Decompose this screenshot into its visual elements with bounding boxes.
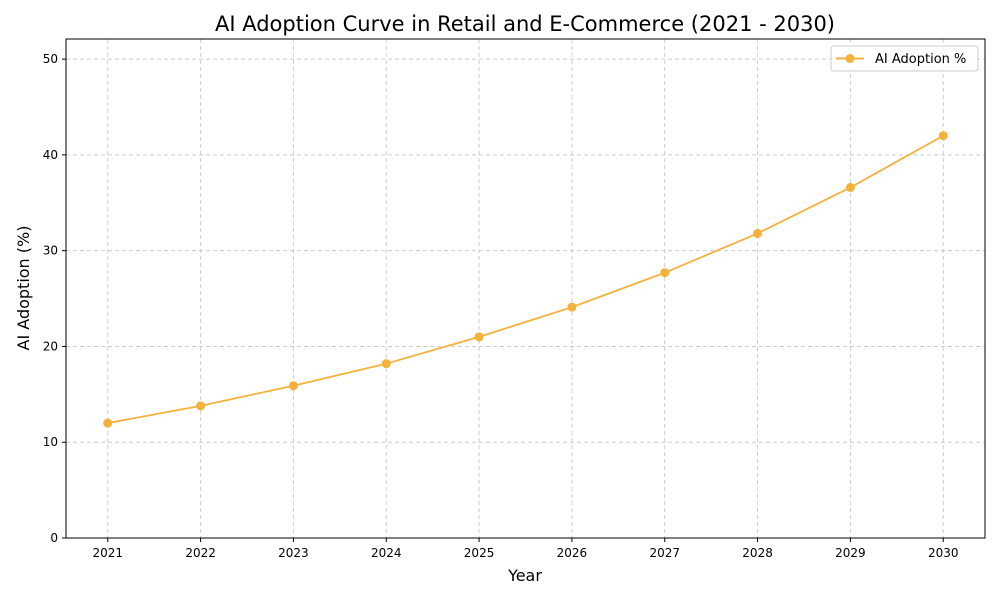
y-tick-label: 50	[43, 52, 58, 66]
x-tick-label: 2028	[742, 546, 773, 560]
axes-frame	[65, 38, 986, 539]
data-point	[567, 302, 577, 312]
x-tick-label: 2027	[649, 546, 680, 560]
x-tick-label: 2029	[835, 546, 866, 560]
series-line	[107, 134, 944, 424]
x-tick-label: 2024	[371, 546, 402, 560]
chart-title: AI Adoption Curve in Retail and E-Commer…	[215, 12, 835, 36]
x-axis-label: Year	[507, 566, 542, 585]
data-point	[288, 381, 298, 391]
grid	[66, 39, 985, 539]
data-point	[381, 359, 391, 369]
data-point	[753, 228, 763, 238]
y-axis-label: AI Adoption (%)	[14, 226, 33, 351]
x-tick-label: 2026	[557, 546, 588, 560]
x-tick-label: 2021	[92, 546, 123, 560]
data-point	[196, 401, 206, 411]
x-tick-label: 2023	[278, 546, 309, 560]
data-point	[103, 418, 113, 428]
data-point	[938, 131, 948, 141]
legend: AI Adoption %	[830, 45, 979, 72]
axis-ticks: 2021 2022 2023 2024 2025 2026 2027 2028 2029 2030…	[43, 52, 959, 560]
y-tick-label: 10	[43, 435, 58, 449]
legend-box	[830, 45, 979, 72]
data-point	[845, 182, 855, 192]
plot-area	[103, 131, 948, 428]
x-tick-label: 2030	[928, 546, 959, 560]
data-point	[660, 268, 670, 278]
legend-label: AI Adoption %	[875, 52, 966, 67]
x-tick-label: 2022	[185, 546, 216, 560]
data-point	[474, 332, 484, 342]
y-tick-label: 20	[43, 339, 58, 353]
x-tick-label: 2025	[464, 546, 495, 560]
y-tick-label: 30	[43, 244, 58, 258]
y-tick-label: 0	[50, 531, 58, 545]
y-tick-label: 40	[43, 148, 58, 162]
legend-marker	[845, 54, 855, 63]
